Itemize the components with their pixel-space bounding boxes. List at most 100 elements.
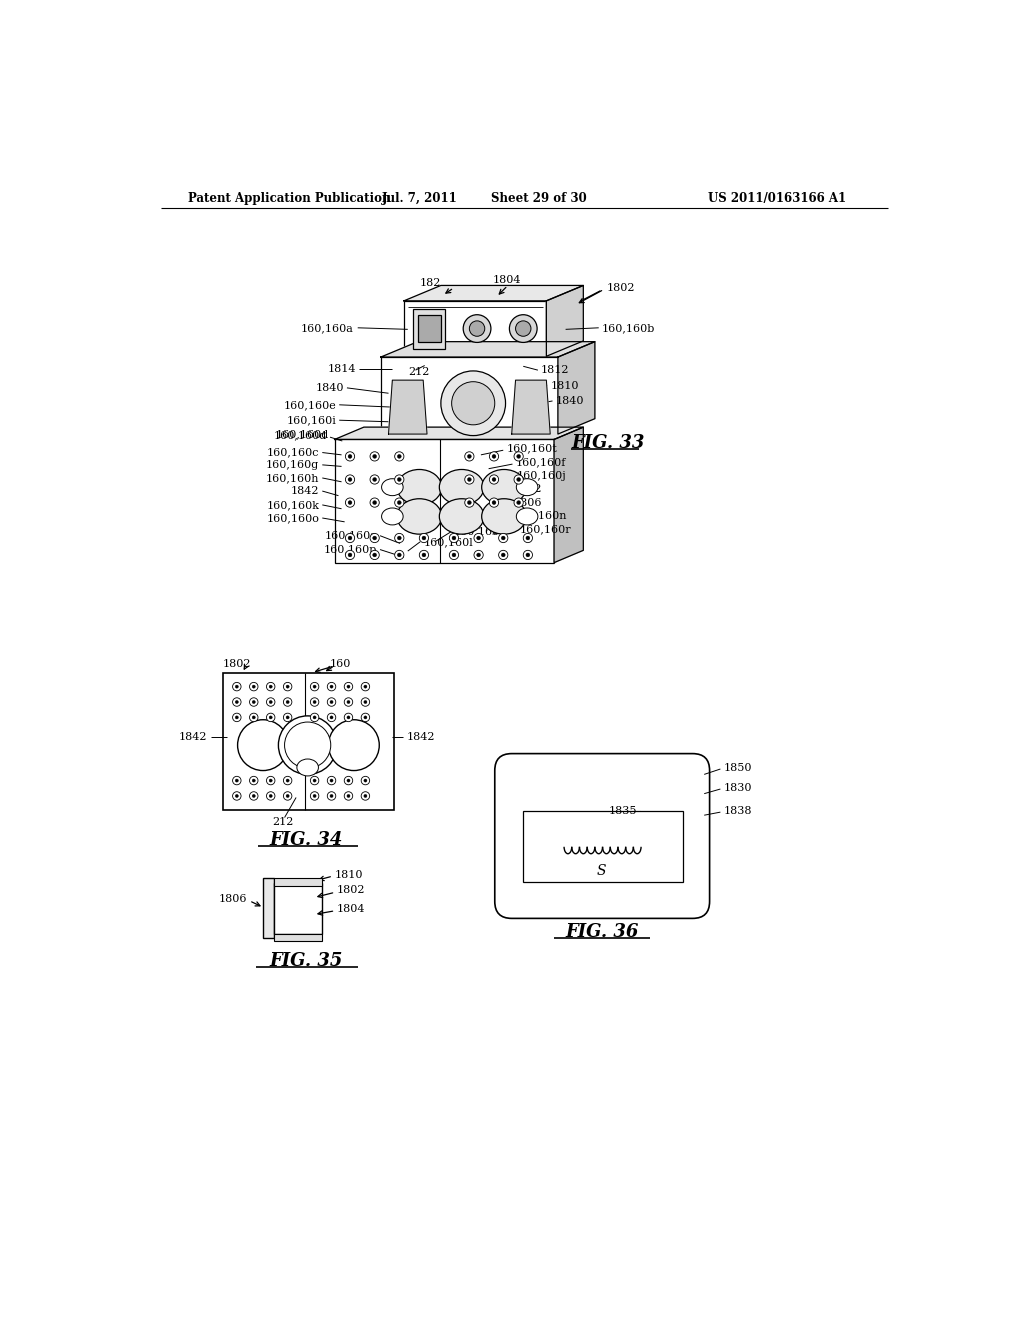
Text: FIG. 33: FIG. 33 <box>571 434 644 453</box>
Text: FIG. 34: FIG. 34 <box>269 830 343 849</box>
Text: 1806: 1806 <box>514 498 543 508</box>
Circle shape <box>250 792 258 800</box>
Circle shape <box>394 533 403 543</box>
Text: 1814: 1814 <box>328 363 356 374</box>
Bar <box>413 309 445 348</box>
Circle shape <box>364 701 367 704</box>
Circle shape <box>526 536 529 540</box>
Text: 182: 182 <box>420 279 441 288</box>
Polygon shape <box>381 342 595 358</box>
Circle shape <box>489 498 499 507</box>
Circle shape <box>394 451 403 461</box>
Circle shape <box>361 698 370 706</box>
Circle shape <box>232 698 241 706</box>
Text: 1835: 1835 <box>608 807 637 816</box>
Circle shape <box>269 685 272 688</box>
Bar <box>263 878 273 939</box>
Polygon shape <box>512 380 550 434</box>
Circle shape <box>348 553 352 557</box>
Circle shape <box>348 454 352 458</box>
Circle shape <box>232 682 241 690</box>
Circle shape <box>329 719 379 771</box>
Circle shape <box>499 533 508 543</box>
Circle shape <box>364 779 367 781</box>
Circle shape <box>347 685 350 688</box>
Circle shape <box>419 533 429 543</box>
Circle shape <box>348 500 352 504</box>
Text: 1842: 1842 <box>514 484 543 495</box>
Circle shape <box>266 682 274 690</box>
Circle shape <box>370 475 379 484</box>
Circle shape <box>364 685 367 688</box>
Text: 160,160q: 160,160q <box>454 527 507 537</box>
Bar <box>273 883 322 933</box>
Circle shape <box>493 478 496 482</box>
Circle shape <box>250 776 258 785</box>
Polygon shape <box>403 285 584 301</box>
Circle shape <box>397 536 401 540</box>
Circle shape <box>269 795 272 797</box>
Circle shape <box>493 454 496 458</box>
Circle shape <box>286 701 289 704</box>
Circle shape <box>328 682 336 690</box>
Circle shape <box>345 550 354 560</box>
Ellipse shape <box>397 470 441 506</box>
Circle shape <box>250 713 258 722</box>
Circle shape <box>450 533 459 543</box>
Circle shape <box>344 698 352 706</box>
Text: 1802: 1802 <box>606 282 635 293</box>
Circle shape <box>285 722 331 768</box>
Circle shape <box>236 701 239 704</box>
Ellipse shape <box>481 499 526 535</box>
Circle shape <box>517 454 520 458</box>
Text: FIG. 35: FIG. 35 <box>269 952 343 970</box>
Circle shape <box>330 779 333 781</box>
Text: 1850: 1850 <box>724 763 752 774</box>
Ellipse shape <box>297 759 318 776</box>
Text: 1806: 1806 <box>219 894 248 904</box>
Circle shape <box>328 776 336 785</box>
Text: Sheet 29 of 30: Sheet 29 of 30 <box>490 191 587 205</box>
Circle shape <box>310 682 318 690</box>
Circle shape <box>467 500 471 504</box>
Text: FIG. 36: FIG. 36 <box>565 923 639 941</box>
Bar <box>223 673 394 809</box>
Ellipse shape <box>481 470 526 506</box>
FancyBboxPatch shape <box>495 754 710 919</box>
Circle shape <box>499 550 508 560</box>
Circle shape <box>252 715 255 719</box>
Circle shape <box>238 719 289 771</box>
Text: 1840: 1840 <box>556 396 584 407</box>
Circle shape <box>252 685 255 688</box>
Text: 160,160t: 160,160t <box>506 444 557 454</box>
Circle shape <box>361 713 370 722</box>
Circle shape <box>517 500 520 504</box>
Text: 1840: 1840 <box>315 383 344 393</box>
Bar <box>335 440 554 562</box>
Circle shape <box>469 321 484 337</box>
Ellipse shape <box>382 508 403 525</box>
Circle shape <box>266 792 274 800</box>
Circle shape <box>313 779 316 781</box>
Circle shape <box>452 536 456 540</box>
Text: 1802: 1802 <box>223 659 252 668</box>
Circle shape <box>328 792 336 800</box>
Circle shape <box>313 715 316 719</box>
Ellipse shape <box>439 499 484 535</box>
Circle shape <box>345 533 354 543</box>
Circle shape <box>514 451 523 461</box>
Circle shape <box>250 682 258 690</box>
Circle shape <box>373 454 377 458</box>
Circle shape <box>474 533 483 543</box>
Text: Patent Application Publication: Patent Application Publication <box>188 191 391 205</box>
Circle shape <box>509 314 538 342</box>
Circle shape <box>250 698 258 706</box>
Polygon shape <box>335 428 584 440</box>
Circle shape <box>477 536 480 540</box>
Circle shape <box>347 701 350 704</box>
Circle shape <box>361 682 370 690</box>
Polygon shape <box>388 380 427 434</box>
Circle shape <box>474 550 483 560</box>
Circle shape <box>284 792 292 800</box>
Circle shape <box>514 498 523 507</box>
